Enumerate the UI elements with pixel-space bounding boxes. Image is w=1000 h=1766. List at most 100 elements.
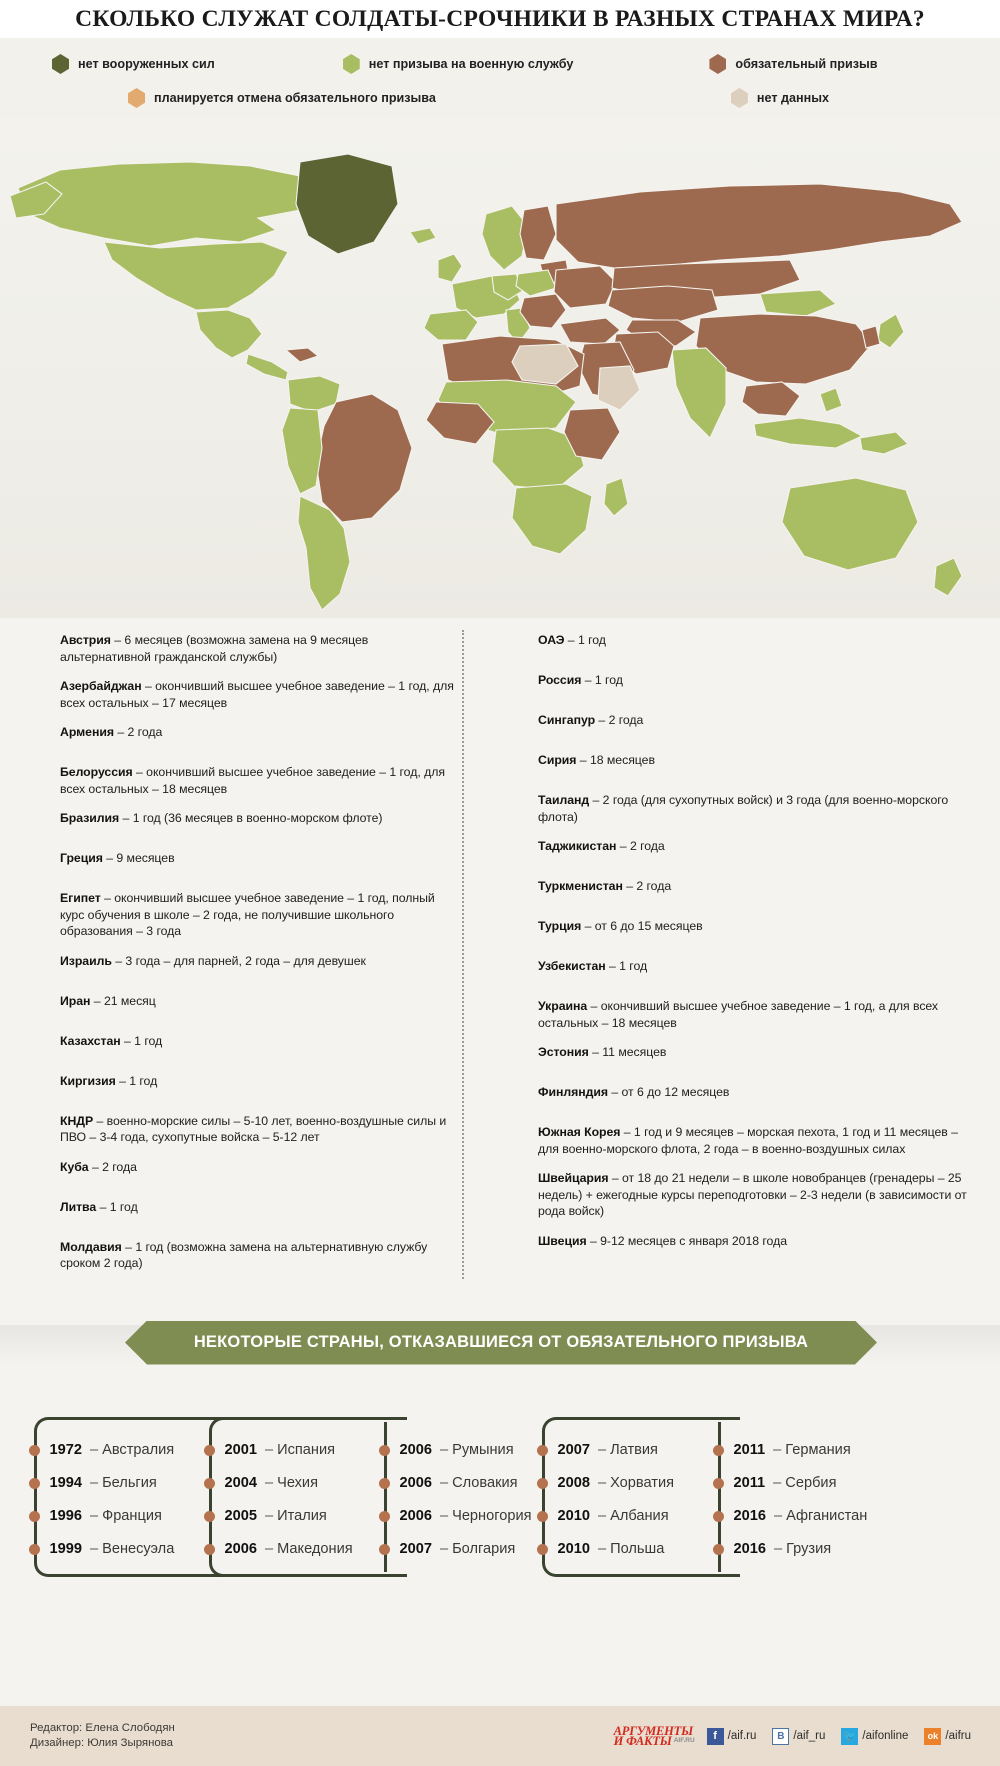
flag-kazakhstan-icon: ☀: [26, 1035, 50, 1062]
country-text: Туркменистан – 2 года: [538, 879, 672, 893]
country-entry-israel: ✡ Израиль – 3 года – для парней, 2 года …: [26, 953, 462, 980]
bullet-dot-icon: [712, 1444, 724, 1456]
abolition-country: Польша: [610, 1541, 665, 1557]
country-entry-russia: Россия – 1 год: [504, 672, 1000, 699]
social-odnoklassniki[interactable]: ok /aifru: [924, 1727, 978, 1745]
flag-kyrgyzstan-icon: ☀: [26, 1075, 50, 1102]
country-central-america: [245, 353, 289, 381]
abolition-country: Болгария: [452, 1541, 516, 1557]
country-entry-turkmenistan: ☾ Туркменистан – 2 года: [504, 878, 1000, 905]
flag-cuba-icon: [26, 1161, 50, 1188]
bullet-dot-icon: [28, 1543, 40, 1555]
abolition-country: Австралия: [102, 1442, 175, 1458]
legend-row-1: нет вооруженных сил нет призыва на военн…: [0, 54, 1000, 74]
dash: –: [773, 1541, 783, 1557]
country-australia: [781, 477, 919, 571]
country-entry-tajikistan: ♕ Таджикистан – 2 года: [504, 838, 1000, 865]
bullet-dot-icon: [536, 1510, 548, 1522]
legend-label: нет вооруженных сил: [78, 57, 215, 71]
country-text: Южная Корея – 1 год и 9 месяцев – морска…: [538, 1125, 958, 1156]
abolition-group-3: 2006 – Румыния 2006 – Словакия 2006 – Че…: [378, 1417, 574, 1572]
country-madagascar: [603, 477, 629, 517]
country-entry-thailand: Таиланд – 2 года (для сухопутных войск) …: [504, 792, 1000, 825]
country-peru-bolivia: [281, 407, 323, 495]
country-text: Белоруссия – окончивший высшее учебное з…: [60, 765, 445, 796]
country-mongolia: [759, 289, 838, 317]
legend-swatch-icon: [709, 54, 727, 74]
country-text: Таиланд – 2 года (для сухопутных войск) …: [538, 793, 949, 824]
bullet-dot-icon: [203, 1477, 215, 1489]
abolition-year: 2006: [399, 1475, 432, 1491]
social-handle[interactable]: /aif.ru: [727, 1730, 757, 1742]
country-entry-brazil: Бразилия – 1 год (36 месяцев в военно-мо…: [26, 810, 462, 837]
footer: Редактор: Елена Слободян Дизайнер: Юлия …: [0, 1706, 1000, 1766]
facebook-icon[interactable]: f: [706, 1727, 724, 1745]
country-turkey: [559, 317, 621, 345]
abolition-row: 2016 – Афганистан: [712, 1500, 948, 1533]
abolition-country: Македония: [277, 1541, 353, 1557]
abolition-year: 2006: [224, 1541, 257, 1557]
country-text: Финляндия – от 6 до 12 месяцев: [538, 1085, 730, 1099]
flag-lithuania-icon: [26, 1201, 50, 1228]
twitter-icon[interactable]: 🐦: [841, 1727, 859, 1745]
bullet-dot-icon: [378, 1477, 390, 1489]
abolition-year: 2011: [733, 1442, 766, 1458]
world-map: [0, 118, 1000, 618]
abolition-row: 2011 – Сербия: [712, 1467, 948, 1500]
aif-logo-domain: AIF.RU: [673, 1737, 695, 1744]
country-text: Эстония – 11 месяцев: [538, 1045, 667, 1059]
abolition-banner-label: НЕКОТОРЫЕ СТРАНЫ, ОТКАЗАВШИЕСЯ ОТ ОБЯЗАТ…: [193, 1333, 809, 1351]
abolition-row: 2010 – Польша: [536, 1533, 742, 1566]
flag-israel-icon: ✡: [26, 955, 50, 982]
dash: –: [773, 1442, 782, 1458]
social-twitter[interactable]: 🐦 /aifonline: [841, 1727, 915, 1745]
footer-credits: Редактор: Елена Слободян Дизайнер: Юлия …: [30, 1721, 175, 1751]
flag-belarus-icon: [26, 766, 50, 793]
country-text: Израиль – 3 года – для парней, 2 года – …: [60, 953, 366, 968]
social-vkontakte[interactable]: B /aif_ru: [772, 1727, 832, 1745]
abolition-row: 1972 – Австралия: [28, 1434, 234, 1467]
country-japan: [877, 313, 905, 349]
social-handle[interactable]: /aifru: [945, 1730, 971, 1742]
country-text: Австрия – 6 месяцев (возможна замена на …: [60, 633, 369, 664]
country-entry-uzbekistan: ☾ Узбекистан – 1 год: [504, 958, 1000, 985]
bullet-dot-icon: [712, 1510, 724, 1522]
flag-iran-icon: ۩: [26, 995, 50, 1022]
social-facebook[interactable]: f /aif.ru: [706, 1727, 764, 1745]
social-handle[interactable]: /aifonline: [862, 1730, 909, 1742]
country-chile-argentina: [297, 495, 351, 611]
vkontakte-icon[interactable]: B: [772, 1727, 790, 1745]
country-text: Таджикистан – 2 года: [538, 839, 665, 853]
abolition-year: 2007: [399, 1541, 432, 1557]
bullet-dot-icon: [203, 1543, 215, 1555]
legend-swatch-icon: [128, 88, 145, 108]
abolition-country: Афганистан: [786, 1508, 868, 1524]
flag-moldova-icon: [26, 1241, 50, 1268]
abolition-year: 1994: [49, 1475, 82, 1491]
dash: –: [439, 1442, 449, 1458]
abolition-country: Венесуэла: [102, 1541, 175, 1557]
odnoklassniki-icon[interactable]: ok: [924, 1727, 942, 1745]
country-libya-egypt-nodata: [511, 343, 579, 385]
dash: –: [597, 1508, 607, 1524]
abolition-row: 1994 – Бельгия: [28, 1467, 234, 1500]
country-text: Куба – 2 года: [60, 1159, 137, 1174]
bullet-dot-icon: [712, 1477, 724, 1489]
country-entry-syria: ★★ Сирия – 18 месяцев: [504, 752, 1000, 779]
abolition-row: 2005 – Италия: [203, 1500, 409, 1533]
abolition-country: Германия: [785, 1442, 851, 1458]
bullet-dot-icon: [712, 1543, 724, 1555]
country-west-africa: [425, 401, 495, 445]
flag-greece-icon: [26, 852, 50, 879]
country-lists: Австрия – 6 месяцев (возможна замена на …: [0, 618, 1000, 1291]
country-ukraine: [553, 265, 617, 309]
social-handle[interactable]: /aif_ru: [793, 1730, 826, 1742]
country-canada: [17, 161, 323, 247]
abolition-country: Бельгия: [102, 1475, 157, 1491]
legend-swatch-icon: [342, 54, 360, 74]
abolition-group-1: 1972 – Австралия 1994 – Бельгия 1996 – Ф…: [28, 1416, 234, 1577]
country-philippines: [819, 387, 843, 413]
dash: –: [597, 1475, 607, 1491]
abolition-year: 1999: [49, 1541, 82, 1557]
abolition-year: 2001: [224, 1442, 257, 1458]
